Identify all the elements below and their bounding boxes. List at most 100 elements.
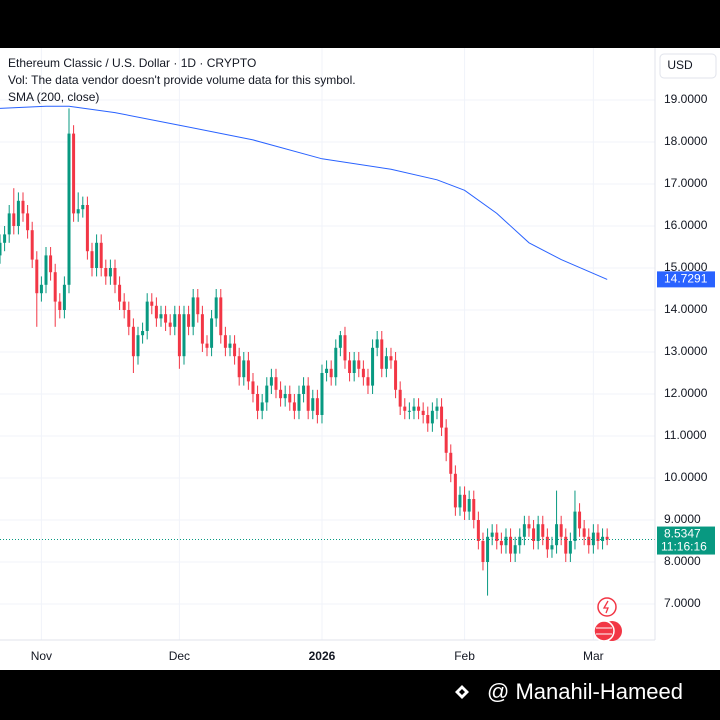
candle-body [76,209,80,214]
y-tick-label: 13.0000 [664,344,708,358]
candle-body [541,524,545,537]
candle-body [113,267,117,285]
candle-body [85,204,89,252]
countdown: 11:16:16 [661,540,707,554]
candle-body [504,536,508,546]
dividend-icon[interactable] [597,597,617,617]
event-icons [593,597,622,642]
candle-body [522,524,526,537]
candle-body [481,541,485,563]
candle-body [279,389,283,399]
candle-body [578,511,582,529]
candle-body [35,259,39,294]
candle-body [403,406,407,411]
sma-tag [657,271,715,288]
candle-body [122,301,126,311]
candle-body [426,415,430,424]
candle-body [237,356,241,378]
candle-body [311,398,315,411]
candle-body [7,213,11,235]
watermark: @ Manahil-Hameed [487,679,683,704]
currency-button[interactable] [659,53,717,79]
candle-body [568,541,572,554]
candle-body [283,394,287,399]
candle-body [21,200,25,214]
y-tick-label: 11.0000 [664,428,707,442]
flag-icon[interactable] [593,620,615,642]
candle-body [44,255,48,285]
candle-body [430,410,434,424]
candle-body [104,267,108,277]
candle-body [136,335,140,357]
candle-body [173,314,177,327]
candle-body [200,314,204,344]
indicator-label: SMA (200, close) [8,90,99,104]
currency-label[interactable]: USD [667,58,693,72]
candle-body [375,339,379,348]
y-tick-label: 17.0000 [664,176,708,190]
candle-body [297,394,301,411]
candle-body [398,389,402,407]
candle-body [495,532,499,542]
candle-body [145,301,149,332]
candle-body [150,301,154,306]
candle-body [26,213,30,231]
candle-body [509,536,513,554]
candle-body [187,314,191,327]
candle-body [39,284,43,294]
candle-body [72,133,76,214]
y-tick-label: 8.0000 [664,554,701,568]
candle-body [564,536,568,554]
candle-body [417,406,421,411]
candle-body [315,398,319,416]
x-tick-label: Dec [169,649,190,663]
candle-body [205,343,209,348]
candle-body [449,452,453,474]
last-price-label: 8.5347 [664,527,701,541]
candle-body [168,322,172,327]
x-tick-label: 2026 [309,649,336,663]
candle-body [210,318,214,348]
candle-body [228,343,232,348]
candle-body [196,297,200,315]
candle-body [131,326,135,357]
candle-body [159,314,163,319]
candle-body [513,545,517,554]
candle-body [545,536,549,550]
candle-body [302,385,306,395]
candle-body [357,360,361,369]
watermark-logo [455,685,469,699]
candle-body [3,234,7,243]
candle-body [260,402,264,411]
candle-body [587,536,591,546]
candle-body [49,255,53,273]
candle-body [605,536,609,540]
candle-body [191,297,195,327]
candle-body [559,524,563,537]
candle-body [435,406,439,411]
candle-body [306,385,310,411]
candle-body [256,394,260,411]
candle-body [384,356,388,369]
candle-body [118,284,122,302]
y-tick-label: 18.0000 [664,134,708,148]
candle-body [214,297,218,319]
candle-body [555,524,559,546]
candle-body [0,242,2,256]
icon-glyph [602,600,609,614]
candle-body [573,511,577,542]
candle-body [265,385,269,403]
candle-body [141,331,145,336]
candle-body [274,377,278,390]
candle-body [292,402,296,411]
sma-line [0,105,608,280]
y-tick-label: 10.0000 [664,470,708,484]
candle-body [12,213,16,226]
candle-body [81,204,85,210]
candle-body [596,532,600,542]
candle-body [527,524,531,529]
candle-body [380,339,384,369]
candle-body [352,360,356,374]
candle-body [269,377,273,386]
